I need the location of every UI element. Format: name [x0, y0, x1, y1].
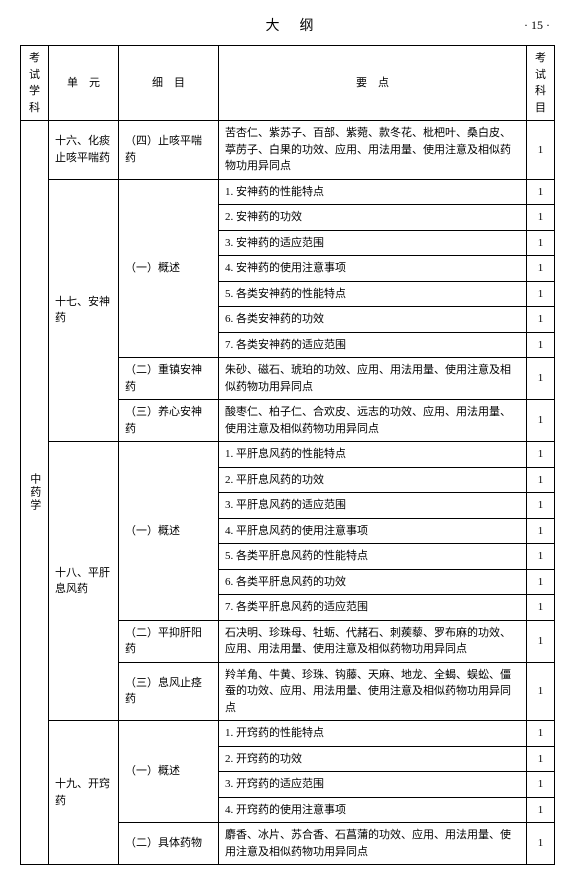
- col-header-point: 要 点: [219, 46, 527, 121]
- score-cell: 1: [527, 772, 555, 798]
- point-cell: 5. 各类平肝息风药的性能特点: [219, 544, 527, 570]
- point-cell: 1. 开窍药的性能特点: [219, 721, 527, 747]
- syllabus-table: 考试学科 单 元 细 目 要 点 考试科目 中药学十六、化痰止咳平喘药（四）止咳…: [20, 45, 555, 865]
- col-header-score: 考试科目: [527, 46, 555, 121]
- point-cell: 6. 各类安神药的功效: [219, 307, 527, 333]
- unit-cell: 十六、化痰止咳平喘药: [49, 121, 119, 180]
- score-cell: 1: [527, 493, 555, 519]
- detail-cell: （二）平抑肝阳药: [119, 620, 219, 662]
- score-cell: 1: [527, 358, 555, 400]
- point-cell: 3. 安神药的适应范围: [219, 230, 527, 256]
- score-cell: 1: [527, 400, 555, 442]
- point-cell: 2. 平肝息风药的功效: [219, 467, 527, 493]
- col-header-detail: 细 目: [119, 46, 219, 121]
- score-cell: 1: [527, 569, 555, 595]
- unit-cell: 十七、安神药: [49, 179, 119, 442]
- point-cell: 4. 平肝息风药的使用注意事项: [219, 518, 527, 544]
- point-cell: 1. 安神药的性能特点: [219, 179, 527, 205]
- table-row: 十七、安神药（一）概述1. 安神药的性能特点1: [21, 179, 555, 205]
- point-cell: 酸枣仁、柏子仁、合欢皮、远志的功效、应用、用法用量、使用注意及相似药物功用异同点: [219, 400, 527, 442]
- detail-cell: （一）概述: [119, 179, 219, 358]
- point-cell: 石决明、珍珠母、牡蛎、代赭石、刺蒺藜、罗布麻的功效、应用、用法用量、使用注意及相…: [219, 620, 527, 662]
- point-cell: 羚羊角、牛黄、珍珠、钩藤、天麻、地龙、全蝎、蜈蚣、僵蚕的功效、应用、用法用量、使…: [219, 662, 527, 721]
- score-cell: 1: [527, 620, 555, 662]
- point-cell: 2. 安神药的功效: [219, 205, 527, 231]
- score-cell: 1: [527, 332, 555, 358]
- col-header-subject: 考试学科: [21, 46, 49, 121]
- point-cell: 7. 各类平肝息风药的适应范围: [219, 595, 527, 621]
- score-cell: 1: [527, 179, 555, 205]
- detail-cell: （一）概述: [119, 442, 219, 621]
- subject-cell: 中药学: [21, 121, 49, 865]
- score-cell: 1: [527, 797, 555, 823]
- score-cell: 1: [527, 823, 555, 865]
- score-cell: 1: [527, 256, 555, 282]
- score-cell: 1: [527, 230, 555, 256]
- header-title: 大纲: [75, 15, 524, 35]
- point-cell: 苦杏仁、紫苏子、百部、紫菀、款冬花、枇杷叶、桑白皮、葶苈子、白果的功效、应用、用…: [219, 121, 527, 180]
- point-cell: 3. 开窍药的适应范围: [219, 772, 527, 798]
- point-cell: 7. 各类安神药的适应范围: [219, 332, 527, 358]
- unit-cell: 十八、平肝息风药: [49, 442, 119, 721]
- point-cell: 6. 各类平肝息风药的功效: [219, 569, 527, 595]
- detail-cell: （四）止咳平喘药: [119, 121, 219, 180]
- page-number: · 15 ·: [524, 18, 550, 33]
- table-row: 十八、平肝息风药（一）概述1. 平肝息风药的性能特点1: [21, 442, 555, 468]
- detail-cell: （一）概述: [119, 721, 219, 823]
- score-cell: 1: [527, 205, 555, 231]
- score-cell: 1: [527, 307, 555, 333]
- page-header: 大纲 · 15 ·: [20, 15, 555, 35]
- point-cell: 2. 开窍药的功效: [219, 746, 527, 772]
- point-cell: 朱砂、磁石、琥珀的功效、应用、用法用量、使用注意及相似药物功用异同点: [219, 358, 527, 400]
- score-cell: 1: [527, 746, 555, 772]
- point-cell: 麝香、冰片、苏合香、石菖蒲的功效、应用、用法用量、使用注意及相似药物功用异同点: [219, 823, 527, 865]
- point-cell: 4. 安神药的使用注意事项: [219, 256, 527, 282]
- detail-cell: （二）重镇安神药: [119, 358, 219, 400]
- unit-cell: 十九、开窍药: [49, 721, 119, 865]
- table-header-row: 考试学科 单 元 细 目 要 点 考试科目: [21, 46, 555, 121]
- col-header-unit: 单 元: [49, 46, 119, 121]
- score-cell: 1: [527, 442, 555, 468]
- score-cell: 1: [527, 595, 555, 621]
- point-cell: 1. 平肝息风药的性能特点: [219, 442, 527, 468]
- score-cell: 1: [527, 662, 555, 721]
- score-cell: 1: [527, 544, 555, 570]
- detail-cell: （三）养心安神药: [119, 400, 219, 442]
- score-cell: 1: [527, 121, 555, 180]
- table-row: 中药学十六、化痰止咳平喘药（四）止咳平喘药苦杏仁、紫苏子、百部、紫菀、款冬花、枇…: [21, 121, 555, 180]
- score-cell: 1: [527, 721, 555, 747]
- point-cell: 3. 平肝息风药的适应范围: [219, 493, 527, 519]
- score-cell: 1: [527, 467, 555, 493]
- score-cell: 1: [527, 281, 555, 307]
- detail-cell: （三）息风止痉药: [119, 662, 219, 721]
- point-cell: 5. 各类安神药的性能特点: [219, 281, 527, 307]
- table-row: 十九、开窍药（一）概述1. 开窍药的性能特点1: [21, 721, 555, 747]
- detail-cell: （二）具体药物: [119, 823, 219, 865]
- score-cell: 1: [527, 518, 555, 544]
- point-cell: 4. 开窍药的使用注意事项: [219, 797, 527, 823]
